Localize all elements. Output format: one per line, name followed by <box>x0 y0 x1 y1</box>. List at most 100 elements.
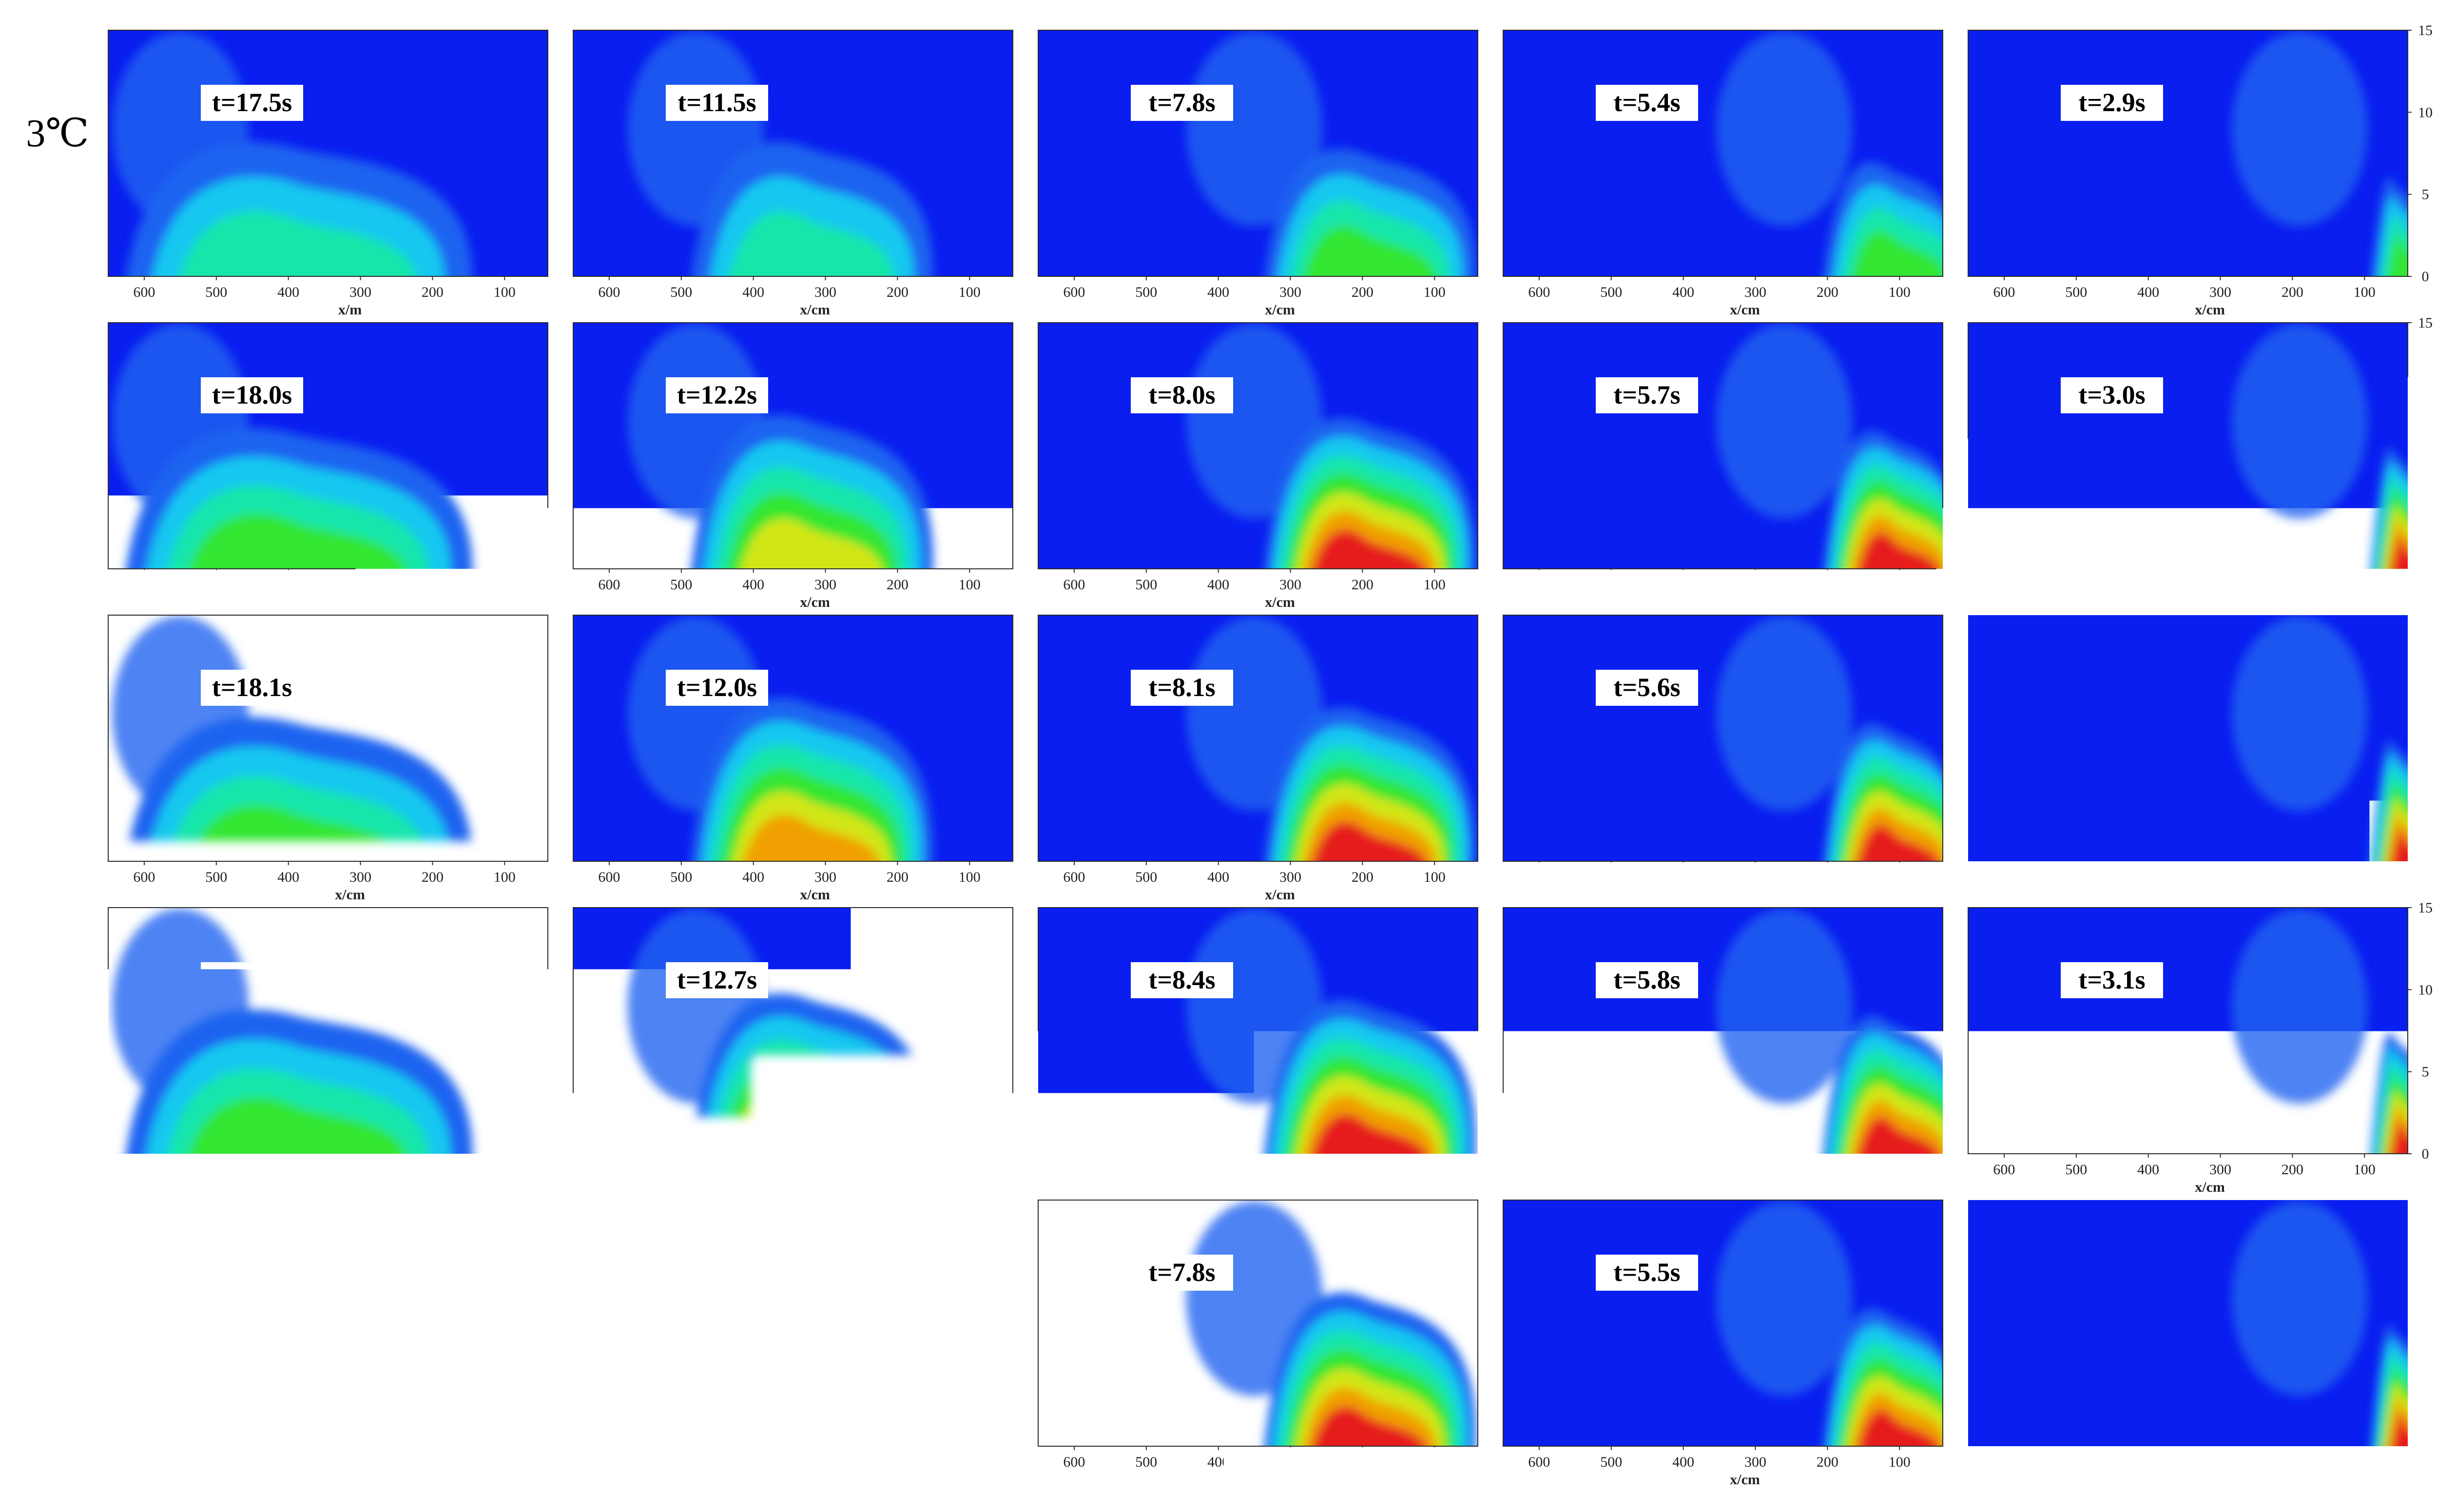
y-tick-label: 10 <box>2418 689 2433 705</box>
x-tick-label: 100 <box>1424 869 1446 885</box>
time-label: t=5.4s <box>1613 88 1680 117</box>
x-tick-label: 600 <box>1063 284 1085 300</box>
time-label: t=7.8s <box>1148 88 1215 117</box>
x-tick-label: 500 <box>205 1454 227 1470</box>
x-tick-label: 300 <box>1279 869 1301 885</box>
x-tick-label: 100 <box>494 284 516 300</box>
x-tick-label: 100 <box>2354 1454 2376 1470</box>
row-temperature-label: 12℃ <box>16 1028 99 1071</box>
x-tick-label: 200 <box>887 869 909 885</box>
x-tick-label: 400 <box>742 869 764 885</box>
x-tick-label: 600 <box>598 284 620 300</box>
x-tick-label: 200 <box>2282 1162 2303 1178</box>
contour-panel: 600 500 400 300 200 100 x/cm t=11.5s <box>573 30 1013 318</box>
contour-panel: 600 500 400 300 200 100x/cmt=12.0s <box>573 615 1013 903</box>
time-label: t=18.5s <box>212 965 292 994</box>
contour-panel: 600 500 400 300 200 100x/cmt=5.8s <box>1503 908 1961 1195</box>
field-blob <box>2231 616 2368 811</box>
x-tick-label: 100 <box>959 1454 981 1470</box>
x-tick-label: 200 <box>422 869 444 885</box>
x-tick-label: 600 <box>1528 1162 1550 1178</box>
field-blob <box>2231 31 2368 226</box>
x-tick-label: 100 <box>1424 1454 1446 1470</box>
x-tick-label: 200 <box>2282 869 2303 885</box>
x-tick-label: 400 <box>742 284 764 300</box>
x-tick-label: 100 <box>2354 577 2376 593</box>
x-tick-label: 200 <box>422 1162 444 1178</box>
x-tick-label: 500 <box>205 1162 227 1178</box>
time-label: t=8.4s <box>1148 965 1215 994</box>
x-tick-label: 400 <box>277 284 299 300</box>
x-tick-label: 600 <box>1528 284 1550 300</box>
y-tick-label: 15 <box>2418 315 2433 331</box>
x-axis-label: x/cm <box>335 887 365 903</box>
x-tick-label: 200 <box>1352 1162 1373 1178</box>
x-tick-label: 300 <box>349 577 371 593</box>
x-tick-label: 600 <box>1528 577 1550 593</box>
x-axis-label: x/cm <box>1730 1179 1760 1195</box>
x-tick-label: 400 <box>277 1454 299 1470</box>
y-tick-label: 10 <box>2418 982 2433 998</box>
y-tick-label: 10 <box>2418 104 2433 120</box>
contour-panel: 600 500 400 300 200 100x/cmt=5.7s <box>1503 323 1961 610</box>
x-tick-label: 100 <box>494 1162 516 1178</box>
x-tick-label: 400 <box>742 577 764 593</box>
x-tick-label: 200 <box>1352 577 1373 593</box>
x-tick-label: 200 <box>422 284 444 300</box>
y-tick-label: 15 <box>2418 22 2433 39</box>
x-tick-label: 600 <box>1063 1454 1085 1470</box>
x-tick-label: 300 <box>1744 1162 1766 1178</box>
x-tick-label: 100 <box>494 577 516 593</box>
x-tick-label: 100 <box>959 869 981 885</box>
x-tick-label: 400 <box>1207 284 1229 300</box>
time-label: t=5.6s <box>1613 673 1680 702</box>
x-tick-label: 100 <box>494 1454 516 1470</box>
x-tick-label: 600 <box>1528 1454 1550 1470</box>
x-tick-label: 200 <box>2282 1454 2303 1470</box>
x-tick-label: 100 <box>1889 284 1911 300</box>
y-tick-label: 5 <box>2422 772 2429 788</box>
contour-panel: 600 500 400 300 200 100 x/cm t=7.8s <box>1038 1200 1478 1488</box>
y-tick-label: 0 <box>2422 561 2429 577</box>
x-tick-label: 300 <box>349 284 371 300</box>
y-tick-label: 0 <box>2422 269 2429 285</box>
x-tick-label: 600 <box>1063 869 1085 885</box>
x-tick-label: 600 <box>133 577 155 593</box>
time-label: t=17.2s <box>212 1258 292 1287</box>
x-tick-label: 200 <box>887 577 909 593</box>
x-axis-label: x/cm <box>1265 302 1295 318</box>
x-tick-label: 300 <box>814 869 836 885</box>
x-tick-label: 200 <box>887 1162 909 1178</box>
row-temperature-label: 6℃ <box>26 429 89 472</box>
x-axis-label: x/cm <box>1730 594 1760 610</box>
x-tick-label: 100 <box>1424 1162 1446 1178</box>
field-blob <box>2231 324 2368 519</box>
x-tick-label: 300 <box>2209 577 2231 593</box>
x-axis-label: x/cm <box>1730 1472 1760 1488</box>
x-tick-label: 500 <box>2065 284 2087 300</box>
x-tick-label: 400 <box>2137 1162 2159 1178</box>
time-label: t=18.1s <box>212 673 292 702</box>
x-tick-label: 200 <box>1817 869 1838 885</box>
contour-panel: 600 500 400 300 200 100 x/cm t=17.2s <box>108 1200 548 1488</box>
x-axis-label: x/cm <box>800 594 830 610</box>
x-tick-label: 300 <box>1279 577 1301 593</box>
time-label: t=18.0s <box>212 380 292 409</box>
contour-panel: 600 500 400 300 200 100 x/cm t=5.4s <box>1503 30 1961 318</box>
contour-panel: 600 500 400 300 200 100 x/cm t=5.6s <box>1503 615 1961 903</box>
x-tick-label: 300 <box>1744 1454 1766 1470</box>
x-axis-label: x/cm <box>1730 302 1760 318</box>
x-axis-label: x/cm <box>1730 887 1760 903</box>
x-tick-label: 100 <box>1424 284 1446 300</box>
x-tick-label: 400 <box>277 1162 299 1178</box>
x-axis-label: x/m <box>338 302 362 318</box>
field-blob <box>1716 324 1853 519</box>
x-tick-label: 100 <box>494 869 516 885</box>
x-tick-label: 500 <box>1600 1454 1622 1470</box>
x-tick-label: 400 <box>277 869 299 885</box>
contour-panel: 600500400300200100x/cmt=3.1s051015h/cm <box>1968 900 2437 1195</box>
time-label: t=8.1s <box>1148 673 1215 702</box>
x-axis-label: x/cm <box>1265 594 1295 610</box>
x-tick-label: 100 <box>2354 284 2376 300</box>
